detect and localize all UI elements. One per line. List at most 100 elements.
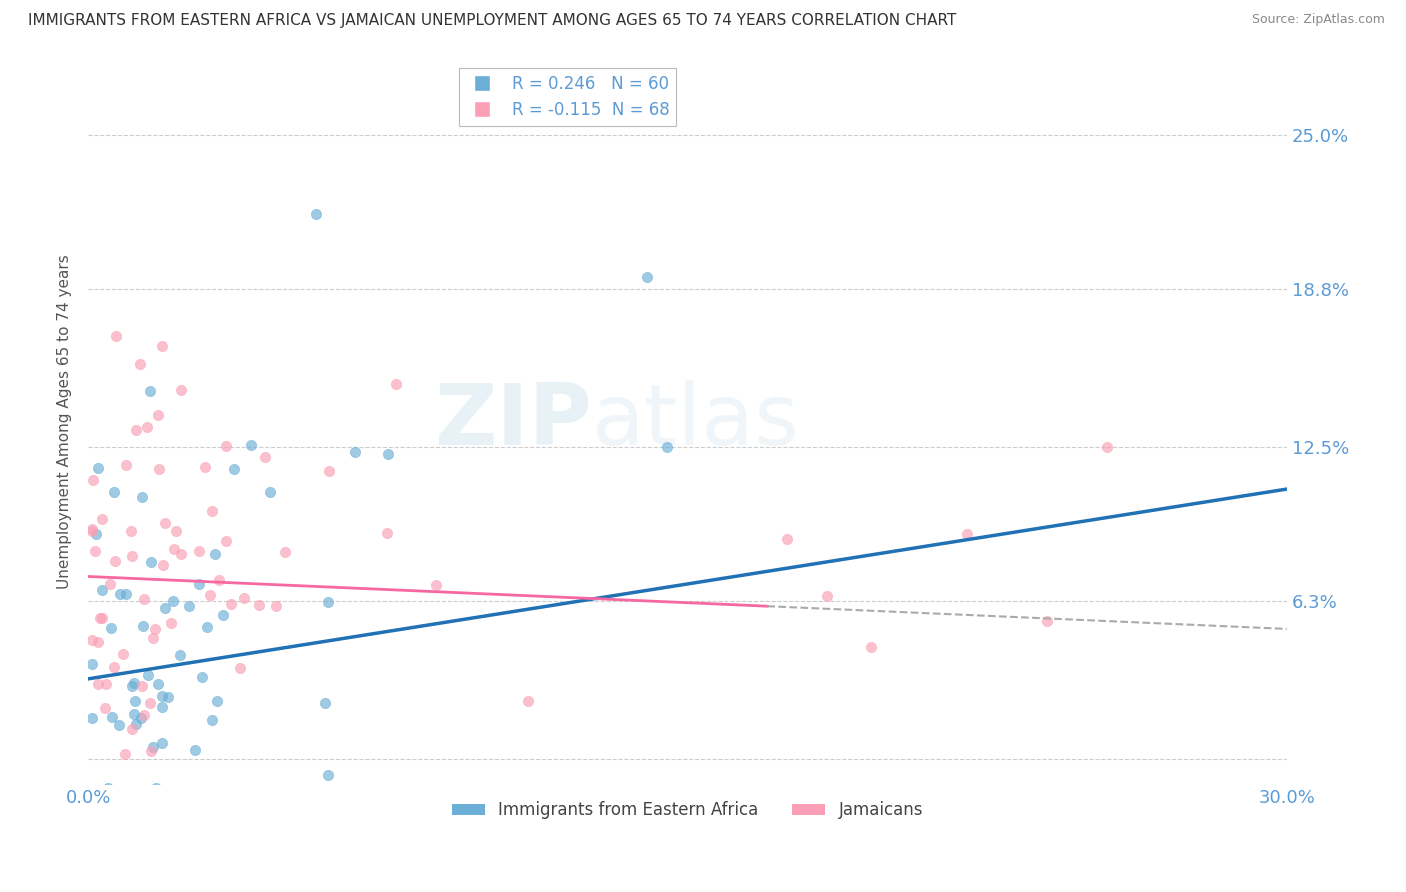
Text: IMMIGRANTS FROM EASTERN AFRICA VS JAMAICAN UNEMPLOYMENT AMONG AGES 65 TO 74 YEAR: IMMIGRANTS FROM EASTERN AFRICA VS JAMAIC… — [28, 13, 956, 29]
Point — [637, 269, 659, 284]
Point — [1095, 440, 1118, 454]
Point — [200, 714, 222, 728]
Point — [316, 595, 339, 609]
Point — [145, 780, 167, 795]
Point — [142, 631, 165, 645]
Point — [239, 437, 262, 451]
Point — [114, 458, 136, 473]
Point — [169, 383, 191, 397]
Point — [657, 440, 679, 454]
Point — [156, 690, 179, 705]
Legend: Immigrants from Eastern Africa, Jamaicans: Immigrants from Eastern Africa, Jamaican… — [446, 795, 929, 826]
Point — [82, 473, 104, 487]
Point — [89, 611, 111, 625]
Point — [110, 587, 132, 601]
Point — [121, 549, 143, 563]
Point — [100, 621, 122, 635]
Point — [96, 676, 118, 690]
Point — [253, 450, 276, 464]
Point — [146, 677, 169, 691]
Point — [155, 601, 177, 615]
Point — [121, 679, 143, 693]
Point — [1036, 615, 1059, 629]
Point — [91, 611, 114, 625]
Point — [82, 523, 104, 537]
Point — [194, 460, 217, 475]
Point — [458, 792, 481, 806]
Point — [131, 490, 153, 504]
Point — [139, 744, 162, 758]
Point — [84, 526, 107, 541]
Point — [84, 543, 107, 558]
Point — [122, 706, 145, 721]
Point — [956, 527, 979, 541]
Point — [82, 657, 104, 671]
Point — [124, 693, 146, 707]
Point — [215, 533, 238, 548]
Point — [111, 647, 134, 661]
Point — [87, 677, 110, 691]
Point — [97, 781, 120, 796]
Point — [188, 543, 211, 558]
Point — [205, 694, 228, 708]
Point — [142, 739, 165, 754]
Point — [94, 701, 117, 715]
Point — [105, 329, 128, 343]
Point — [104, 554, 127, 568]
Point — [316, 768, 339, 782]
Point — [187, 576, 209, 591]
Point — [120, 524, 142, 538]
Point — [384, 377, 406, 392]
Point — [132, 619, 155, 633]
Point — [125, 423, 148, 437]
Point — [208, 573, 231, 587]
Point — [215, 439, 238, 453]
Point — [212, 607, 235, 622]
Point — [103, 484, 125, 499]
Point — [150, 736, 173, 750]
Point — [101, 710, 124, 724]
Point — [138, 384, 160, 399]
Point — [139, 555, 162, 569]
Point — [98, 576, 121, 591]
Point — [318, 464, 340, 478]
Point — [103, 660, 125, 674]
Point — [165, 524, 187, 538]
Point — [274, 545, 297, 559]
Point — [129, 357, 152, 371]
Point — [114, 587, 136, 601]
Point — [425, 578, 447, 592]
Point — [264, 599, 287, 613]
Point — [132, 827, 155, 841]
Point — [229, 661, 252, 675]
Point — [148, 408, 170, 422]
Point — [160, 615, 183, 630]
Point — [204, 547, 226, 561]
Point — [82, 633, 104, 648]
Point — [259, 484, 281, 499]
Text: atlas: atlas — [592, 380, 800, 463]
Point — [169, 648, 191, 662]
Point — [152, 558, 174, 573]
Point — [219, 597, 242, 611]
Point — [131, 679, 153, 693]
Point — [82, 711, 104, 725]
Point — [195, 619, 218, 633]
Point — [87, 460, 110, 475]
Point — [136, 814, 159, 829]
Point — [344, 445, 367, 459]
Point — [170, 547, 193, 561]
Point — [153, 516, 176, 530]
Point — [177, 599, 200, 614]
Point — [84, 787, 107, 801]
Point — [139, 696, 162, 710]
Point — [184, 743, 207, 757]
Point — [517, 694, 540, 708]
Text: Source: ZipAtlas.com: Source: ZipAtlas.com — [1251, 13, 1385, 27]
Point — [233, 591, 256, 606]
Point — [146, 827, 169, 841]
Point — [111, 820, 134, 834]
Point — [314, 696, 336, 710]
Point — [859, 640, 882, 654]
Point — [815, 590, 838, 604]
